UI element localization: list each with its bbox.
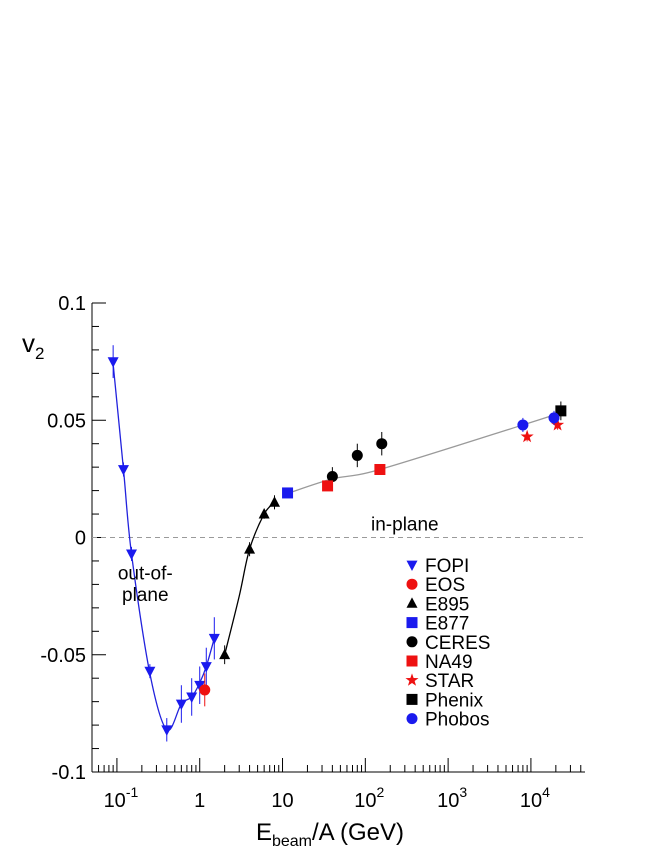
x-tick-label: 10-1 <box>104 784 139 812</box>
y-tick-label: 0 <box>75 528 86 550</box>
legend-marker-phobos <box>406 713 418 725</box>
x-axis-title-sub: beam <box>272 833 312 850</box>
fopi-point <box>200 662 212 673</box>
annotation-text: out-of- <box>118 564 173 585</box>
legend-label-na49: NA49 <box>425 652 473 673</box>
fopi-point <box>208 633 220 645</box>
legend-marker-e877 <box>406 617 418 629</box>
fopi-point <box>194 680 206 692</box>
fopi-point <box>107 357 119 368</box>
na49-point <box>374 463 386 475</box>
legend-marker-eos <box>406 578 418 590</box>
legend-label-star: STAR <box>425 671 474 692</box>
y-tick-label: 0.05 <box>47 410 86 432</box>
legend-marker-star <box>405 673 419 686</box>
e895-point <box>258 508 270 519</box>
annotation-text: plane <box>122 585 169 606</box>
legend-marker-fopi <box>406 560 418 572</box>
ceres-point <box>326 471 338 483</box>
x-tick-base: 10 <box>437 790 459 812</box>
x-tick-label: 1 <box>194 790 205 812</box>
y-axis-title-main: v <box>22 328 35 358</box>
x-tick-label: 10 <box>271 790 293 812</box>
x-axis-title-tail: /A (GeV) <box>312 819 404 846</box>
y-tick-label: -0.1 <box>52 762 86 784</box>
legend-marker-phenix <box>406 693 418 705</box>
legend-marker-e895 <box>406 597 418 608</box>
fopi-point <box>161 725 173 736</box>
legend-marker-ceres <box>406 636 418 648</box>
x-tick-exponent: 2 <box>377 784 385 800</box>
legend-label-phenix: Phenix <box>425 690 484 711</box>
legend-label-phobos: Phobos <box>425 710 489 731</box>
x-axis-title-main: E <box>256 819 272 846</box>
y-tick-label: 0.1 <box>58 293 86 315</box>
y-axis-title: v2 <box>22 328 44 363</box>
x-tick-label: 104 <box>520 784 550 812</box>
fopi-point <box>175 699 187 711</box>
ceres-point <box>351 449 363 461</box>
x-tick-base: 1 <box>194 790 205 812</box>
ceres-point <box>376 438 388 450</box>
x-tick-exponent: 3 <box>459 784 467 800</box>
fopi-point <box>126 549 138 560</box>
legend-label-fopi: FOPI <box>425 556 469 577</box>
legend-label-e877: E877 <box>425 614 469 635</box>
phenix-point <box>555 405 567 417</box>
star-point <box>520 429 534 443</box>
fit-curves <box>112 363 560 732</box>
y-axis-title-sub: 2 <box>35 344 44 363</box>
e895-point <box>268 496 280 507</box>
x-tick-label: 103 <box>437 784 467 812</box>
e895-point <box>244 543 256 554</box>
e877-point <box>282 487 294 499</box>
phobos-point <box>517 419 529 431</box>
data-points <box>107 345 567 742</box>
x-tick-base: 10 <box>104 790 126 812</box>
x-tick-base: 10 <box>271 790 293 812</box>
fopi-point <box>117 465 129 476</box>
legend-label-ceres: CERES <box>425 633 490 654</box>
fopi-point <box>144 666 156 678</box>
phobos-point <box>548 412 560 424</box>
fit-curve-2 <box>224 501 275 655</box>
legend-label-e895: E895 <box>425 594 469 615</box>
fopi-point <box>186 692 198 704</box>
x-tick-base: 10 <box>354 790 376 812</box>
x-tick-exponent: 4 <box>542 784 550 800</box>
legend-label-eos: EOS <box>425 575 465 596</box>
legend-marker-na49 <box>406 655 418 667</box>
y-tick-label: -0.05 <box>40 645 86 667</box>
x-tick-exponent: -1 <box>126 784 139 800</box>
annotations: in-plane out-of-plane <box>118 514 439 605</box>
x-axis-title: Ebeam/A (GeV) <box>256 819 404 850</box>
eos-point <box>199 684 211 696</box>
x-tick-base: 10 <box>520 790 542 812</box>
na49-point <box>322 480 334 492</box>
e895-point <box>219 648 231 660</box>
star-point <box>551 418 565 431</box>
x-tick-label: 102 <box>354 784 384 812</box>
fit-curve-1 <box>112 363 215 732</box>
annotation-text: in-plane <box>371 514 439 535</box>
